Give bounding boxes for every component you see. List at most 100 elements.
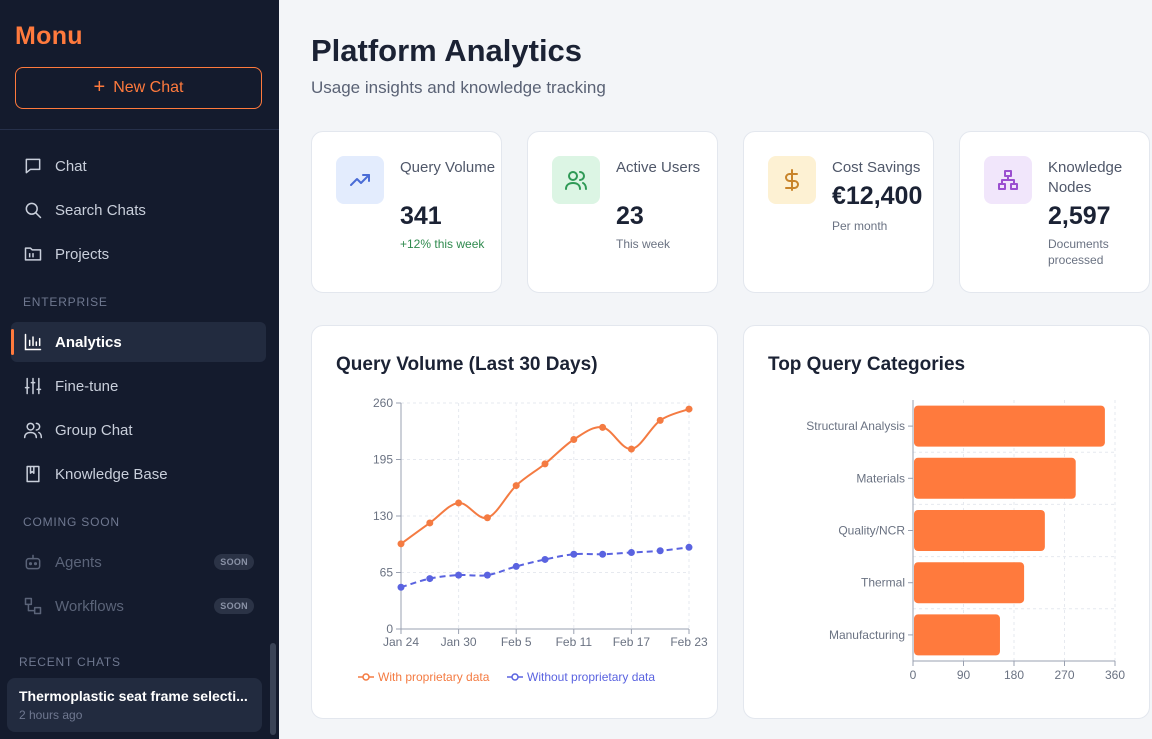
users-icon <box>565 171 587 190</box>
bar <box>914 405 1105 447</box>
x-tick-label: Feb 23 <box>670 635 708 649</box>
chart-title: Query Volume (Last 30 Days) <box>336 354 598 375</box>
trending-up-icon <box>350 174 370 186</box>
data-point <box>455 499 463 507</box>
series-line <box>400 546 690 589</box>
stat-label: Cost Savings <box>832 159 921 176</box>
new-chat-button[interactable]: + New Chat <box>15 67 262 109</box>
stat-icon-box <box>768 156 816 204</box>
stat-card-active-users: Active Users 23 This week <box>527 131 718 293</box>
stat-icon-box <box>984 156 1032 204</box>
sidebar-item-agents: Agents SOON <box>11 542 266 582</box>
new-chat-label: New Chat <box>113 79 184 96</box>
sidebar-scrollbar[interactable] <box>270 643 276 735</box>
sliders-icon <box>24 377 42 395</box>
search-icon <box>25 202 42 219</box>
sidebar-item-label: Agents <box>55 553 102 571</box>
data-point <box>685 543 693 551</box>
page-title: Platform Analytics <box>311 33 583 68</box>
sidebar-item-fine-tune[interactable]: Fine-tune <box>11 366 266 406</box>
sidebar-item-projects[interactable]: Projects <box>11 234 266 274</box>
query-volume-chart-card: Query Volume (Last 30 Days) 0 65 130 195 260… <box>311 325 718 719</box>
sidebar-item-search-chats[interactable]: Search Chats <box>11 190 266 230</box>
x-tick-label: Feb 11 <box>556 635 593 649</box>
enterprise-section-label: ENTERPRISE <box>23 295 108 309</box>
top-categories-chart-card: Top Query Categories 0 90 180 270 360 Structu… <box>743 325 1150 719</box>
stat-label: Query Volume <box>400 159 496 176</box>
sidebar-item-label: Analytics <box>55 333 122 351</box>
sidebar-divider <box>0 129 279 130</box>
stat-icon-box <box>336 156 384 204</box>
soon-badge: SOON <box>214 554 254 570</box>
chat-icon <box>25 158 41 174</box>
x-tick-label: Feb 5 <box>501 635 532 649</box>
data-point <box>397 583 405 591</box>
sidebar-item-chat[interactable]: Chat <box>11 146 266 186</box>
sidebar-item-label: Chat <box>55 157 87 175</box>
data-point <box>512 482 520 490</box>
x-tick-label: Feb 17 <box>613 635 651 649</box>
x-tick-label: 180 <box>1004 668 1024 682</box>
data-point <box>541 555 549 563</box>
y-tick-label: 65 <box>380 566 394 580</box>
data-point <box>599 550 607 558</box>
bar-chart-icon <box>24 333 42 351</box>
sidebar-item-knowledge-base[interactable]: Knowledge Base <box>11 454 266 494</box>
soon-badge: SOON <box>214 598 254 614</box>
y-tick-label: Structural Analysis <box>806 419 905 433</box>
page-subtitle: Usage insights and knowledge tracking <box>311 78 606 97</box>
plus-icon: + <box>93 76 106 98</box>
query-volume-line-chart: 0 65 130 195 260 Jan 24 Jan 30 Feb 5 Feb 11 Feb 1… <box>358 396 708 684</box>
stat-card-cost-savings: Cost Savings €12,400 Per month <box>743 131 934 293</box>
legend-label: With proprietary data <box>378 670 490 684</box>
top-categories-bar-chart: 0 90 180 270 360 Structural Analysis Materials… <box>806 400 1125 682</box>
data-point <box>426 575 434 583</box>
sidebar-item-label: Projects <box>55 245 110 263</box>
stat-card-knowledge-nodes: Knowledge Nodes 2,597 Documents processe… <box>959 131 1150 293</box>
sidebar-item-analytics[interactable]: Analytics <box>11 322 266 362</box>
stat-card-query-volume: Query Volume 341 +12% this week <box>311 131 502 293</box>
bar <box>914 614 1000 656</box>
data-point <box>599 423 607 431</box>
sidebar: Monu + New Chat Chat Search Chats Projec… <box>0 0 279 739</box>
book-icon <box>26 465 40 483</box>
y-tick-label: 130 <box>373 509 393 523</box>
bar <box>914 562 1025 604</box>
stat-note: +12% this week <box>400 237 485 251</box>
sidebar-item-label: Group Chat <box>55 421 133 439</box>
data-point <box>397 540 405 548</box>
folder-icon <box>24 247 42 261</box>
stat-value: 23 <box>616 202 644 230</box>
sidebar-item-label: Search Chats <box>55 201 146 219</box>
x-tick-label: Jan 24 <box>383 635 419 649</box>
y-tick-label: 0 <box>386 622 393 636</box>
data-point <box>455 571 463 579</box>
data-point <box>426 519 434 527</box>
sidebar-item-workflows: Workflows SOON <box>11 586 266 626</box>
recent-chat-item[interactable]: Thermoplastic seat frame selecti... 2 ho… <box>7 678 262 732</box>
data-point <box>570 550 578 558</box>
brand-logo[interactable]: Monu <box>15 22 83 50</box>
data-point <box>512 562 520 570</box>
recent-chat-title: Thermoplastic seat frame selecti... <box>19 688 248 704</box>
stat-icon-box <box>552 156 600 204</box>
y-tick-label: 260 <box>373 396 393 410</box>
data-point <box>627 445 635 453</box>
legend-swatch-marker <box>511 673 519 681</box>
bar <box>914 457 1076 499</box>
sidebar-item-group-chat[interactable]: Group Chat <box>11 410 266 450</box>
stat-value: 341 <box>400 202 442 230</box>
stat-label: Knowledge Nodes <box>1048 159 1123 196</box>
x-tick-label: 270 <box>1054 668 1074 682</box>
sidebar-item-label: Knowledge Base <box>55 465 168 483</box>
y-tick-label: 195 <box>373 453 393 467</box>
hierarchy-icon <box>998 170 1018 190</box>
dollar-icon <box>785 169 799 191</box>
bar <box>914 510 1045 551</box>
data-point <box>627 549 635 557</box>
stat-label: Active Users <box>616 159 701 176</box>
coming-soon-section-label: COMING SOON <box>23 515 120 529</box>
legend-swatch-marker <box>362 673 370 681</box>
users-icon <box>23 422 43 439</box>
legend-label: Without proprietary data <box>527 670 655 684</box>
